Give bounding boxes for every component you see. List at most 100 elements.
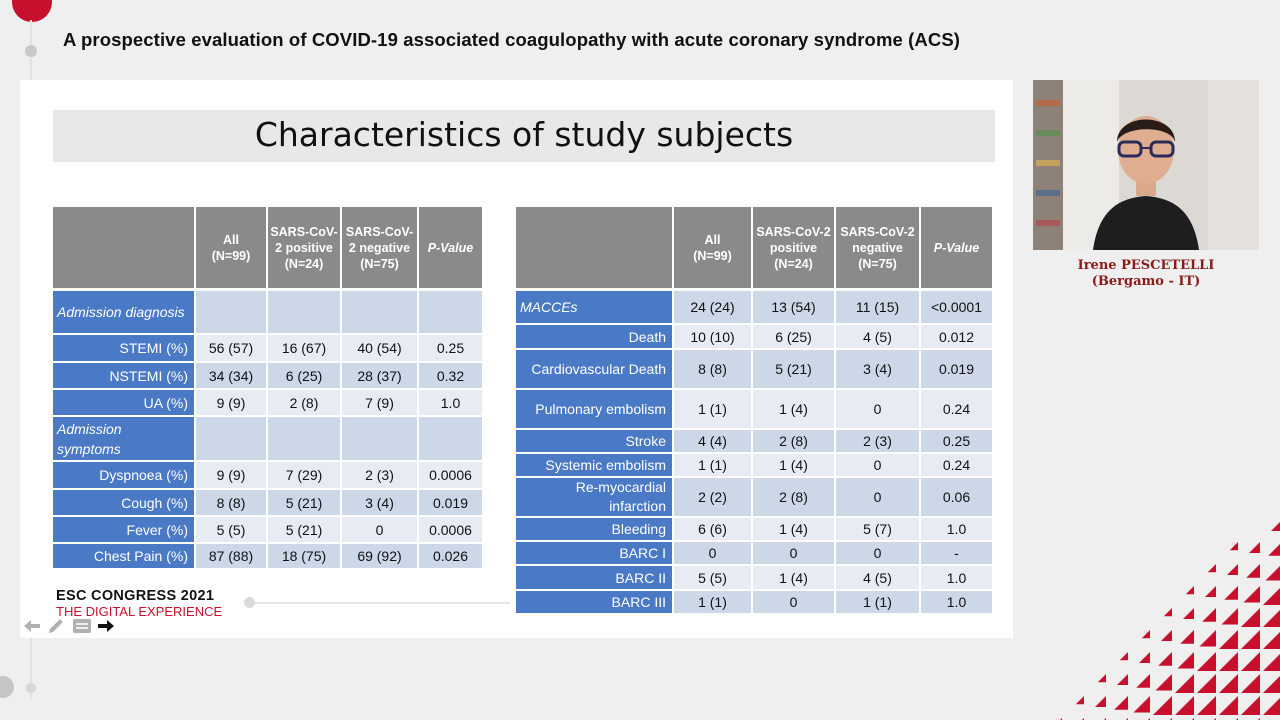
cell: 1 (4) bbox=[753, 390, 836, 430]
decorative-triangle bbox=[1153, 696, 1172, 715]
row-label: BARC I bbox=[516, 542, 674, 566]
decorative-triangle bbox=[1241, 674, 1260, 693]
cell: 0 bbox=[342, 517, 419, 544]
cell: 7 (29) bbox=[268, 462, 342, 490]
slider-knob[interactable] bbox=[244, 597, 255, 608]
table-row: Re-myocardial infarction 2 (2) 2 (8) 0 0… bbox=[516, 478, 994, 518]
decorative-triangle bbox=[1119, 652, 1128, 661]
table-row: UA (%) 9 (9) 2 (8) 7 (9) 1.0 bbox=[53, 390, 484, 417]
arrow-left-icon[interactable] bbox=[22, 616, 42, 636]
decorative-triangle bbox=[1139, 652, 1150, 663]
cell: 2 (8) bbox=[753, 430, 836, 454]
decorative-triangle bbox=[1241, 696, 1260, 715]
esc-congress-logo: ESC CONGRESS 2021 THE DIGITAL EXPERIENCE bbox=[56, 588, 222, 619]
cell: 1.0 bbox=[921, 518, 994, 542]
table-row: Bleeding 6 (6) 1 (4) 5 (7) 1.0 bbox=[516, 518, 994, 542]
cell bbox=[268, 417, 342, 462]
arrow-right-icon[interactable] bbox=[96, 616, 116, 636]
decorative-triangle bbox=[1268, 544, 1280, 556]
cell: 1.0 bbox=[419, 390, 484, 417]
cell: 69 (92) bbox=[342, 544, 419, 570]
cell: 0 bbox=[836, 390, 921, 430]
decorative-triangles bbox=[1040, 520, 1280, 720]
cell bbox=[196, 417, 268, 462]
cell: 24 (24) bbox=[674, 291, 753, 325]
cell: 8 (8) bbox=[196, 490, 268, 517]
cell: 1 (4) bbox=[753, 454, 836, 478]
cell: 1 (4) bbox=[753, 566, 836, 591]
table-row: Systemic embolism 1 (1) 1 (4) 0 0.24 bbox=[516, 454, 994, 478]
cell bbox=[342, 417, 419, 462]
cell: 2 (3) bbox=[836, 430, 921, 454]
cell: 0 bbox=[836, 454, 921, 478]
timeline-bottom-dot bbox=[0, 676, 14, 698]
table-row: Admission symptoms bbox=[53, 417, 484, 462]
decorative-triangle bbox=[1219, 696, 1238, 715]
cell: 2 (8) bbox=[268, 390, 342, 417]
cell: 1 (1) bbox=[836, 591, 921, 615]
cell: 0 bbox=[753, 542, 836, 566]
cell: 3 (4) bbox=[836, 350, 921, 390]
cell: 18 (75) bbox=[268, 544, 342, 570]
decorative-triangle bbox=[1227, 564, 1238, 575]
decorative-triangle bbox=[1197, 652, 1216, 671]
decorative-triangle bbox=[1243, 586, 1260, 603]
menu-icon[interactable] bbox=[72, 616, 92, 636]
cell: 4 (5) bbox=[836, 325, 921, 350]
decorative-triangle bbox=[1263, 698, 1280, 715]
table-row: NSTEMI (%) 34 (34) 6 (25) 28 (37) 0.32 bbox=[53, 363, 484, 390]
decorative-triangle bbox=[1224, 586, 1238, 600]
row-label: Chest Pain (%) bbox=[53, 544, 196, 570]
row-label: Bleeding bbox=[516, 518, 674, 542]
cell: 0 bbox=[753, 591, 836, 615]
cell: 1.0 bbox=[921, 591, 994, 615]
top-red-dot bbox=[12, 0, 52, 22]
decorative-triangle bbox=[1263, 610, 1280, 627]
cell: <0.0001 bbox=[921, 291, 994, 325]
cell: 5 (21) bbox=[753, 350, 836, 390]
cell: 0.25 bbox=[921, 430, 994, 454]
row-label: Systemic embolism bbox=[516, 454, 674, 478]
cell: 4 (4) bbox=[674, 430, 753, 454]
decorative-triangle bbox=[1097, 674, 1106, 683]
timeline-dot bbox=[25, 45, 37, 57]
row-label: STEMI (%) bbox=[53, 335, 196, 363]
decorative-triangle bbox=[1219, 630, 1238, 649]
column-header-positive: SARS-CoV- 2 positive (N=24) bbox=[268, 207, 342, 291]
cell: 2 (3) bbox=[342, 462, 419, 490]
pencil-icon[interactable] bbox=[46, 616, 66, 636]
table-row: Dyspnoea (%) 9 (9) 7 (29) 2 (3) 0.0006 bbox=[53, 462, 484, 490]
cell: 2 (2) bbox=[674, 478, 753, 518]
cell: 0.012 bbox=[921, 325, 994, 350]
decorative-triangle bbox=[1263, 676, 1280, 693]
column-header bbox=[516, 207, 674, 291]
row-label: Cough (%) bbox=[53, 490, 196, 517]
row-label: NSTEMI (%) bbox=[53, 363, 196, 390]
decorative-triangle bbox=[1219, 674, 1238, 693]
cell: 87 (88) bbox=[196, 544, 268, 570]
decorative-triangle bbox=[1133, 696, 1150, 713]
decorative-triangle bbox=[1263, 654, 1280, 671]
column-header-positive: SARS-CoV-2 positive (N=24) bbox=[753, 207, 836, 291]
table-row: Fever (%) 5 (5) 5 (21) 0 0.0006 bbox=[53, 517, 484, 544]
cell: 0.026 bbox=[419, 544, 484, 570]
decorative-triangle bbox=[1095, 696, 1106, 707]
cell: 10 (10) bbox=[674, 325, 753, 350]
decorative-triangle bbox=[1271, 522, 1280, 531]
decorative-triangle bbox=[1075, 696, 1084, 705]
table-header-row: All (N=99) SARS-CoV- 2 positive (N=24) S… bbox=[53, 207, 484, 291]
cell: 5 (21) bbox=[268, 517, 342, 544]
table-header-row: All (N=99) SARS-CoV-2 positive (N=24) SA… bbox=[516, 207, 994, 291]
cell: 1 (1) bbox=[674, 454, 753, 478]
cell: 7 (9) bbox=[342, 390, 419, 417]
timeline-bottom-dot-small bbox=[26, 683, 36, 693]
decorative-triangle bbox=[1136, 674, 1150, 688]
decorative-triangle bbox=[1263, 588, 1280, 605]
cell bbox=[419, 291, 484, 335]
decorative-triangle bbox=[1163, 608, 1172, 617]
row-label: Pulmonary embolism bbox=[516, 390, 674, 430]
cell: 5 (7) bbox=[836, 518, 921, 542]
decorative-triangle bbox=[1219, 652, 1238, 671]
column-header-all: All (N=99) bbox=[196, 207, 268, 291]
decorative-triangle bbox=[1202, 608, 1216, 622]
